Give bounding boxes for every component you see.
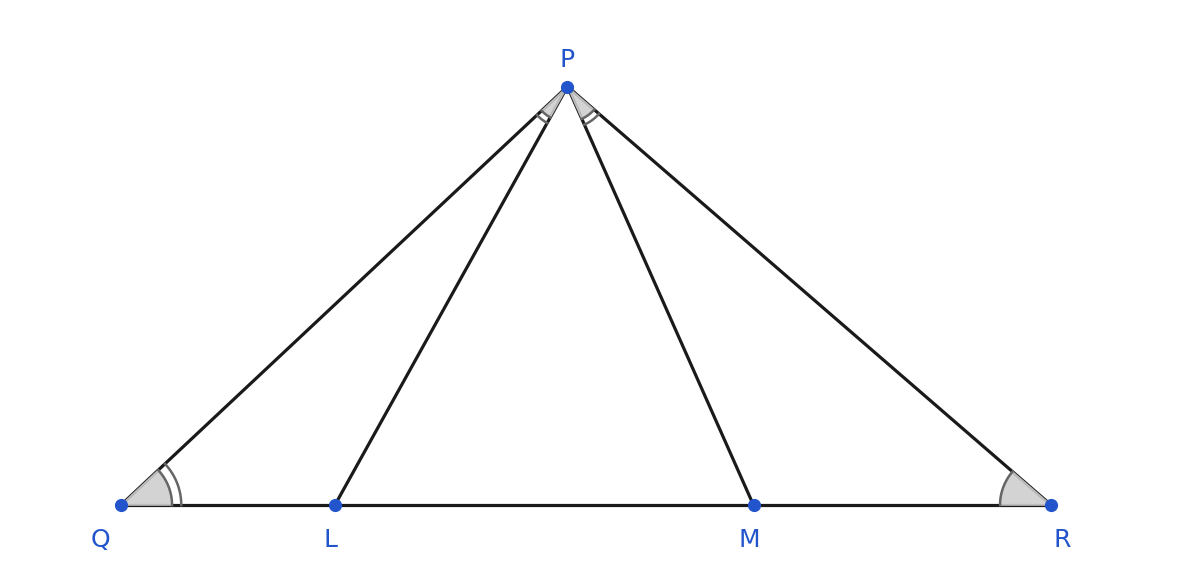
Text: P: P xyxy=(560,49,575,72)
Polygon shape xyxy=(568,86,594,119)
Polygon shape xyxy=(121,470,172,505)
Text: L: L xyxy=(323,528,337,552)
Point xyxy=(112,501,131,510)
Point xyxy=(558,82,577,91)
Point xyxy=(744,501,763,510)
Point xyxy=(1042,501,1061,510)
Polygon shape xyxy=(541,86,568,117)
Point xyxy=(325,501,344,510)
Polygon shape xyxy=(1000,472,1051,505)
Text: M: M xyxy=(738,528,760,552)
Text: R: R xyxy=(1054,528,1072,552)
Text: Q: Q xyxy=(91,528,110,552)
